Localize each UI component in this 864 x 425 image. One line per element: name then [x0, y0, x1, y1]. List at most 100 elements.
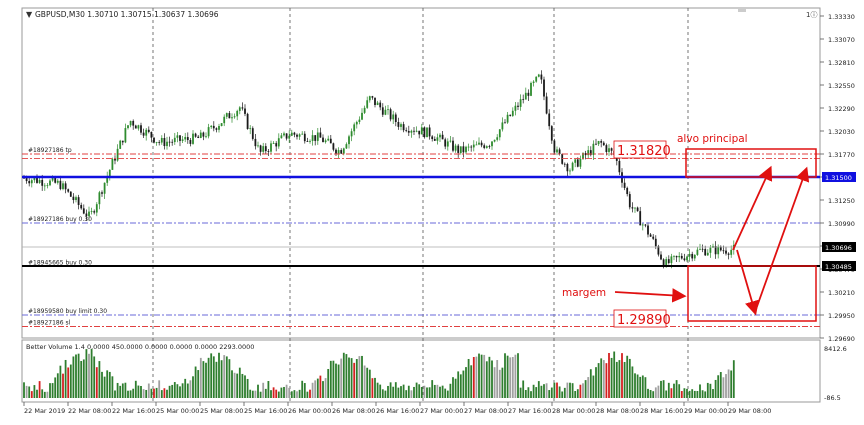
- candle-body: [457, 145, 460, 153]
- volume-bar: [470, 365, 473, 398]
- volume-bar: [67, 367, 70, 398]
- volume-bar: [137, 385, 140, 398]
- price-tick-label: 1.32030: [828, 128, 855, 136]
- volume-bar: [636, 374, 639, 398]
- candle-body: [134, 125, 137, 129]
- candle-body: [358, 119, 361, 122]
- volume-bar: [207, 357, 210, 398]
- volume-bar: [309, 389, 311, 398]
- candle-body: [400, 124, 402, 127]
- candle-body: [368, 96, 371, 101]
- zoom-indicator[interactable]: 1ⓘ: [806, 11, 817, 19]
- volume-bar: [132, 388, 135, 398]
- order-line-label: #18927186 tp: [28, 147, 72, 154]
- volume-bar: [522, 380, 525, 398]
- candle-body: [85, 213, 88, 217]
- volume-bar: [296, 391, 298, 398]
- volume-bar: [93, 356, 96, 398]
- candle-body: [251, 128, 254, 139]
- volume-bar: [595, 367, 597, 398]
- volume-bar: [134, 380, 137, 398]
- volume-bar: [732, 360, 735, 398]
- candle-body: [140, 125, 142, 133]
- blue-line-price: 1.31500: [825, 174, 852, 182]
- volume-bar: [340, 358, 343, 398]
- candle-body: [43, 185, 46, 187]
- volume-bar: [496, 360, 499, 398]
- volume-bar: [693, 390, 696, 398]
- candle-body: [693, 254, 696, 259]
- volume-bar: [714, 379, 717, 398]
- candle-body: [374, 97, 376, 105]
- margin-box[interactable]: [687, 265, 817, 322]
- candle-body: [80, 204, 83, 209]
- volume-bar: [459, 374, 462, 398]
- candle-body: [290, 132, 293, 136]
- candle-body: [441, 134, 444, 140]
- candle-body: [95, 204, 98, 213]
- volume-bar: [98, 361, 101, 398]
- candle-body: [319, 132, 322, 138]
- candle-body: [353, 124, 356, 132]
- volume-bar: [184, 378, 187, 398]
- candle-body: [77, 197, 80, 205]
- candle-body: [462, 146, 465, 153]
- volume-bar: [379, 384, 382, 398]
- volume-bar: [85, 349, 88, 398]
- candle-body: [485, 146, 488, 148]
- candle-body: [392, 114, 395, 120]
- candle-body: [288, 135, 291, 139]
- volume-bar: [631, 366, 634, 398]
- candle-body: [262, 146, 265, 152]
- volume-bar: [535, 387, 538, 398]
- window-menu-icon[interactable]: ▼: [26, 10, 33, 19]
- main-chart-panel[interactable]: [21, 7, 821, 339]
- candle-body: [314, 135, 317, 141]
- candle-body: [238, 107, 241, 111]
- candle-body: [639, 211, 642, 226]
- volume-bar: [77, 353, 80, 398]
- candle-body: [355, 121, 358, 125]
- volume-bar: [293, 390, 296, 398]
- candle-body: [704, 248, 707, 256]
- volume-bar: [332, 360, 335, 398]
- volume-bar: [696, 391, 699, 398]
- volume-bar: [270, 390, 272, 398]
- candle-body: [397, 122, 400, 127]
- candle-body: [337, 150, 340, 154]
- volume-bar: [218, 352, 220, 398]
- volume-bar: [641, 375, 644, 398]
- volume-bar: [197, 370, 200, 398]
- margin-price-box: [613, 309, 667, 328]
- candle-body: [680, 255, 683, 259]
- candle-body: [184, 137, 187, 140]
- time-label: 29 Mar 00:00: [684, 407, 727, 415]
- volume-bar: [722, 377, 725, 398]
- candle-body: [361, 112, 363, 120]
- price-tick-label: 1.30990: [828, 220, 855, 228]
- candle-body: [207, 127, 210, 137]
- candle-body: [584, 153, 587, 156]
- candle-body: [36, 178, 38, 183]
- volume-bar: [647, 388, 649, 398]
- volume-bar: [556, 382, 558, 398]
- black-line-price-tag: [822, 261, 856, 271]
- volume-bar: [64, 359, 67, 398]
- volume-bar: [730, 370, 733, 398]
- volume-bar: [361, 355, 363, 398]
- candle-body: [431, 136, 434, 139]
- target-price-label: 1.31820: [617, 144, 671, 159]
- target-box[interactable]: [685, 148, 817, 178]
- candle-body: [595, 143, 597, 145]
- candle-body: [205, 136, 207, 138]
- volume-bar: [621, 353, 623, 398]
- volume-bar: [342, 352, 345, 398]
- candle-body: [644, 224, 647, 226]
- volume-bar: [257, 384, 259, 398]
- volume-bar: [329, 360, 332, 398]
- candle-body: [155, 142, 158, 143]
- candle-body: [592, 143, 595, 155]
- volume-bar: [704, 391, 707, 398]
- volume-bar: [371, 378, 374, 398]
